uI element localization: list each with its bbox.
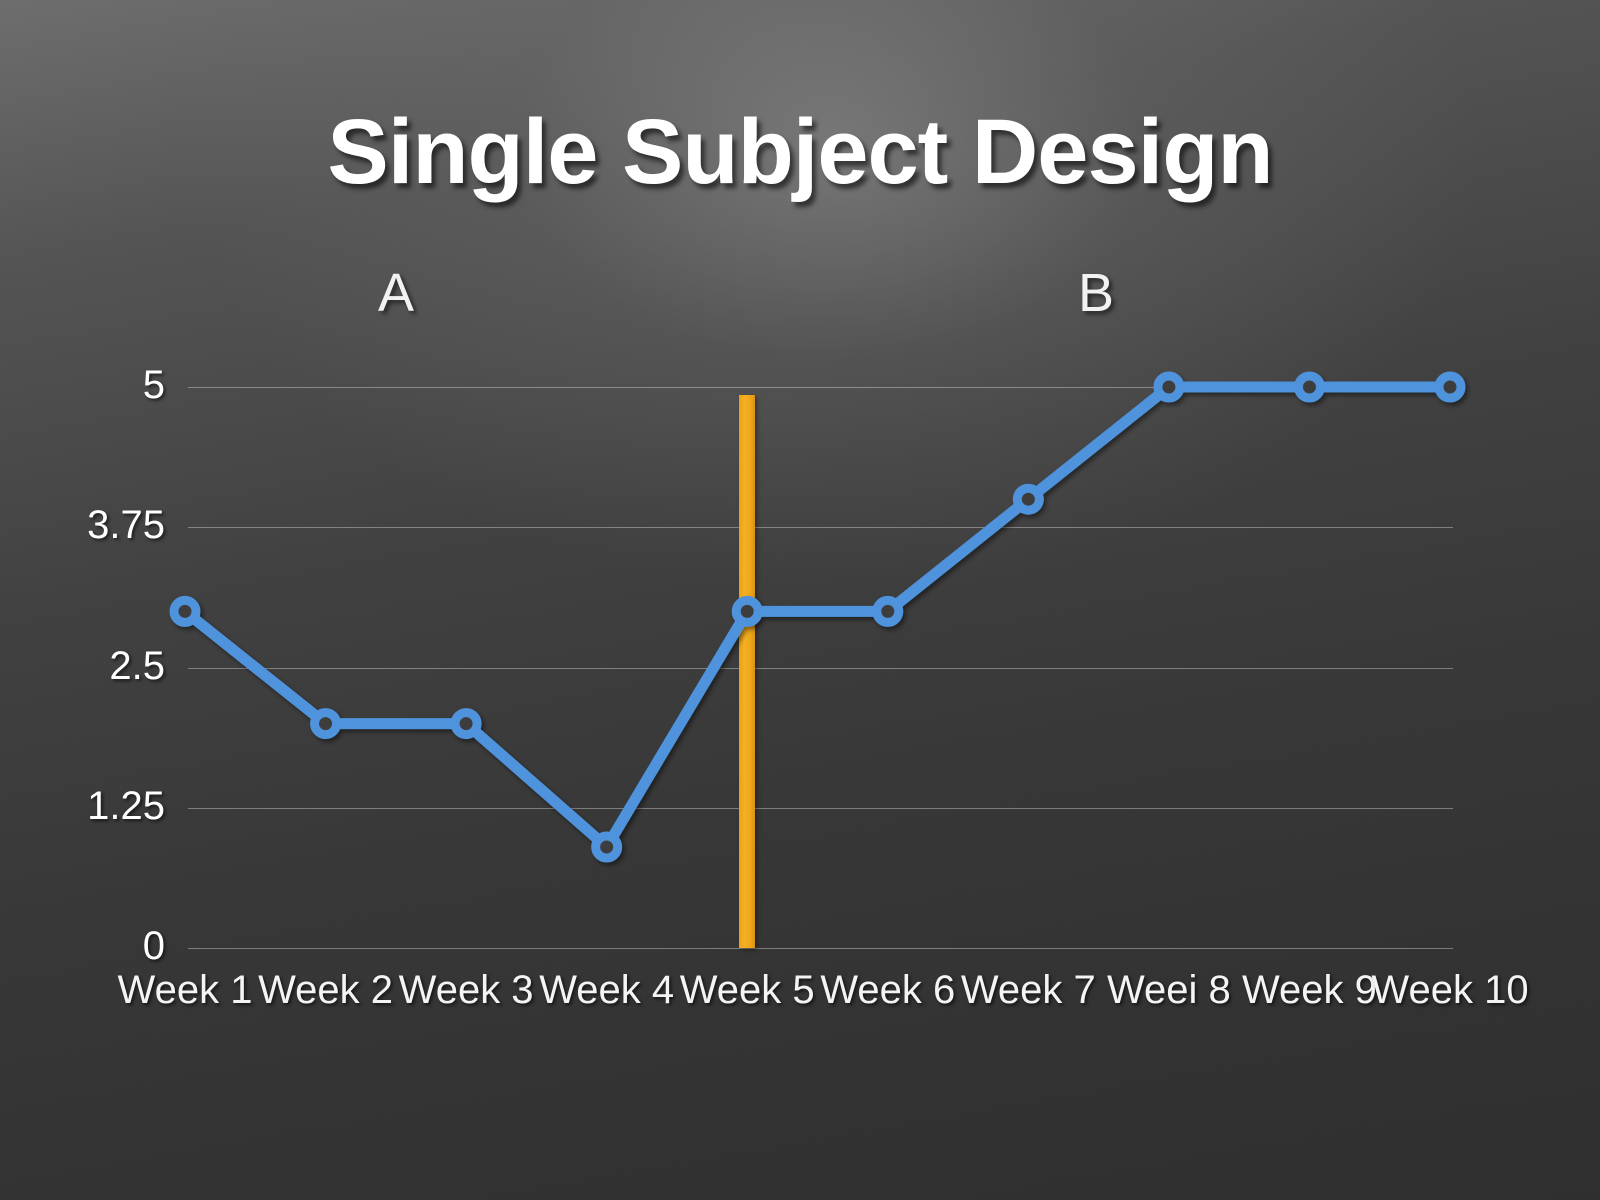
x-axis-tick-label: Week 5 (679, 968, 815, 1012)
data-point-marker (169, 595, 201, 627)
phase-label-a: A (378, 263, 415, 323)
y-axis-tick-label: 1.25 (87, 783, 165, 828)
gridline (188, 387, 1453, 388)
x-axis-tick-label: Week 4 (539, 968, 675, 1012)
data-point-marker (310, 708, 342, 740)
y-axis-tick-label: 3.75 (87, 503, 165, 548)
gridline (188, 667, 1453, 669)
data-point-marker (1012, 483, 1044, 515)
x-axis-tick-label: Week 10 (1371, 968, 1529, 1012)
phase-change-line (739, 395, 756, 948)
x-axis-tick-label: Weei 8 (1106, 968, 1231, 1012)
x-axis-tick-label: Week 1 (117, 968, 253, 1012)
phase-label-b: B (1078, 263, 1115, 323)
data-point-marker (872, 595, 904, 627)
gridline (188, 948, 1453, 949)
gridline (188, 807, 1453, 809)
x-axis-tick-label: Week 9 (1241, 968, 1377, 1012)
data-point-marker (591, 831, 623, 863)
gridline (188, 527, 1453, 529)
page-title: Single Subject Design (327, 101, 1273, 203)
footer: The End SOWK 486: Evaluation & Terminati… (0, 1045, 1600, 1200)
x-axis-tick-label: Week 2 (258, 968, 393, 1012)
y-axis-tick-label: 2.5 (109, 643, 165, 688)
data-point-marker (450, 708, 482, 740)
y-axis-tick-label: 0 (142, 924, 165, 968)
x-axis-tick-label: Week 7 (960, 968, 1096, 1012)
series-polyline (179, 381, 1456, 853)
x-axis-tick-label: Week 3 (398, 968, 534, 1012)
x-axis-tick-label: Week 6 (820, 968, 956, 1012)
y-axis-tick-label: 5 (142, 363, 165, 407)
